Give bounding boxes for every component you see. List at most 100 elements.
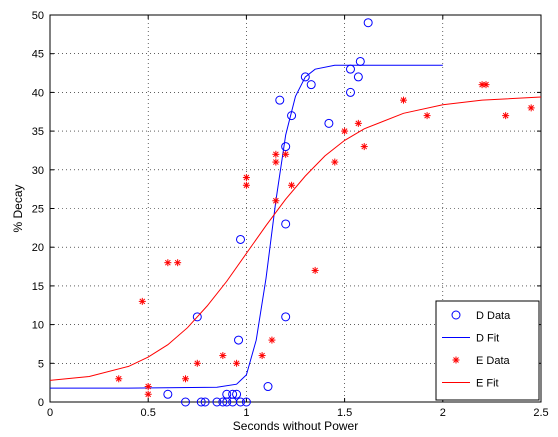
- y-tick-label: 20: [32, 242, 44, 254]
- e-data-point: [288, 181, 296, 189]
- grid: [50, 15, 541, 402]
- d-data-point: [200, 397, 210, 407]
- e-data-point: [282, 150, 290, 158]
- d-data-point: [192, 312, 202, 322]
- asterisk-stroke: [115, 375, 122, 382]
- asterisk-stroke: [233, 360, 240, 367]
- e-data-point: [268, 336, 276, 344]
- asterisk-stroke: [194, 360, 201, 367]
- asterisk-stroke: [145, 383, 152, 390]
- d-data-point: [306, 80, 316, 90]
- d-data-point: [236, 397, 246, 407]
- y-tick-label: 35: [32, 126, 44, 138]
- d-data-point: [275, 95, 285, 105]
- e-data-point: [527, 104, 535, 112]
- asterisk-stroke: [400, 97, 407, 103]
- e-data-point: [400, 96, 408, 104]
- e-data-point: [144, 390, 152, 398]
- e-data-points: [115, 81, 535, 398]
- d-data-point: [353, 72, 363, 82]
- asterisk-stroke: [164, 259, 171, 266]
- x-tick-label: 0.5: [141, 407, 156, 419]
- x-tick-label: 2: [440, 407, 446, 419]
- e-data-point: [258, 352, 266, 360]
- d-data-point: [345, 64, 355, 74]
- d-data-point: [232, 389, 242, 399]
- e-data-point: [233, 359, 241, 367]
- e-data-point: [354, 119, 362, 127]
- y-tick-label: 15: [32, 281, 44, 293]
- e-data-point: [193, 359, 201, 367]
- asterisk-stroke: [453, 357, 459, 363]
- d-data-point: [234, 335, 244, 345]
- e-fit-line: [49, 96, 542, 381]
- e-data-point: [360, 143, 368, 151]
- d-data-point: [196, 397, 206, 407]
- y-tick-label: 0: [38, 397, 44, 409]
- asterisk-stroke: [288, 182, 295, 189]
- y-axis-title: % Decay: [11, 184, 25, 232]
- e-data-point: [341, 127, 349, 135]
- legend: D Data D Fit E Data E Fit: [435, 300, 540, 401]
- asterisk-stroke: [269, 337, 275, 343]
- d-data-point: [324, 118, 334, 128]
- x-axis-title: Seconds without Power: [233, 419, 358, 433]
- e-data-point: [174, 259, 182, 267]
- d-data-point: [163, 389, 173, 399]
- d-data-point: [212, 397, 222, 407]
- asterisk-stroke: [273, 151, 279, 158]
- asterisk-stroke: [282, 151, 289, 158]
- asterisk-stroke: [182, 375, 189, 382]
- legend-swatch-e-data: [452, 356, 460, 364]
- e-data-point: [502, 112, 510, 120]
- asterisk-stroke: [341, 128, 348, 134]
- d-data-point: [363, 18, 373, 28]
- asterisk-stroke: [174, 259, 181, 266]
- e-data-point: [164, 259, 172, 267]
- d-data-point: [355, 56, 365, 66]
- asterisk-stroke: [528, 105, 535, 111]
- asterisk-stroke: [361, 143, 368, 150]
- e-data-point: [242, 174, 250, 182]
- legend-label-d-data: D Data: [476, 310, 511, 322]
- d-data-point: [281, 312, 291, 322]
- asterisk-stroke: [331, 159, 338, 165]
- asterisk-stroke: [145, 391, 152, 398]
- d-data-point: [236, 234, 246, 244]
- e-data-point: [331, 158, 339, 166]
- y-tick-label: 45: [32, 49, 44, 61]
- asterisk-stroke: [139, 298, 146, 305]
- plot-series: [49, 18, 542, 407]
- y-tick-label: 5: [38, 358, 44, 370]
- e-data-point: [219, 352, 227, 360]
- e-data-point: [182, 375, 190, 383]
- d-data-points: [163, 18, 373, 407]
- e-data-point: [311, 266, 319, 274]
- legend-label-d-fit: D Fit: [476, 333, 499, 345]
- asterisk-stroke: [259, 352, 265, 359]
- e-data-point: [242, 181, 250, 189]
- x-tick-label: 2.5: [533, 407, 548, 419]
- d-data-point: [241, 397, 251, 407]
- d-data-point: [263, 382, 273, 392]
- asterisk-stroke: [355, 120, 362, 127]
- legend-swatch-d-data: [451, 310, 461, 320]
- y-tick-label: 50: [32, 10, 44, 22]
- x-tick-label: 1: [243, 407, 249, 419]
- asterisk-stroke: [273, 197, 279, 204]
- e-data-point: [115, 375, 123, 383]
- asterisk-stroke: [243, 174, 250, 181]
- e-data-point: [423, 112, 431, 120]
- d-data-point: [281, 219, 291, 229]
- x-tick-label: 0: [47, 407, 53, 419]
- e-data-point: [272, 158, 280, 166]
- asterisk-stroke: [483, 81, 489, 88]
- d-data-point: [222, 397, 232, 407]
- asterisk-stroke: [273, 159, 279, 165]
- legend-label-e-data: E Data: [476, 355, 511, 367]
- d-data-point: [345, 87, 355, 97]
- e-data-point: [272, 150, 280, 158]
- asterisk-stroke: [502, 112, 509, 119]
- y-tick-label: 30: [32, 165, 44, 177]
